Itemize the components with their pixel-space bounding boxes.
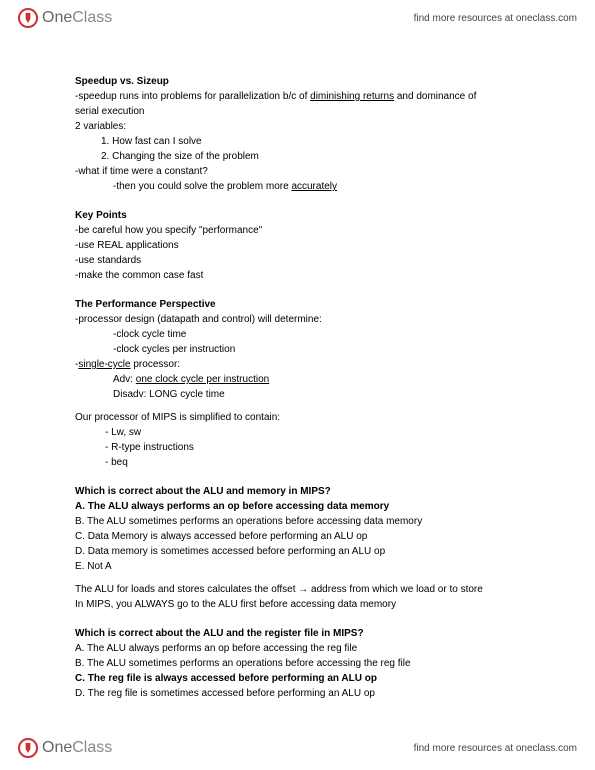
list-item: - R-type instructions [75, 440, 520, 455]
answer-option: D. The reg file is sometimes accessed be… [75, 686, 520, 701]
header-link[interactable]: find more resources at oneclass.com [414, 13, 577, 24]
page-header: OneClass find more resources at oneclass… [0, 0, 595, 38]
answer-option: D. Data memory is sometimes accessed bef… [75, 544, 520, 559]
logo-text: OneClass [42, 739, 112, 757]
answer-option: A. The ALU always performs an op before … [75, 499, 520, 514]
body-text: -use REAL applications [75, 238, 520, 253]
body-text: -what if time were a constant? [75, 164, 520, 179]
logo[interactable]: OneClass [18, 738, 112, 758]
list-item: - Lw, sw [75, 425, 520, 440]
answer-option: E. Not A [75, 559, 520, 574]
question-title: Which is correct about the ALU and the r… [75, 626, 520, 641]
body-text: Our processor of MIPS is simplified to c… [75, 410, 520, 425]
body-text: The ALU for loads and stores calculates … [75, 582, 520, 597]
body-text: In MIPS, you ALWAYS go to the ALU first … [75, 597, 520, 612]
section-title: The Performance Perspective [75, 297, 520, 312]
question-title: Which is correct about the ALU and memor… [75, 484, 520, 499]
page-footer: OneClass find more resources at oneclass… [0, 732, 595, 764]
body-text: -clock cycle time [75, 327, 520, 342]
shield-icon [18, 8, 38, 28]
document-body: Speedup vs. Sizeup -speedup runs into pr… [0, 38, 595, 711]
answer-option: B. The ALU sometimes performs an operati… [75, 656, 520, 671]
body-text: 2 variables: [75, 119, 520, 134]
list-item: - beq [75, 455, 520, 470]
body-text: Adv: one clock cycle per instruction [75, 372, 520, 387]
answer-option: C. Data Memory is always accessed before… [75, 529, 520, 544]
body-text: Disadv: LONG cycle time [75, 387, 520, 402]
logo-text: OneClass [42, 9, 112, 27]
body-text: -speedup runs into problems for parallel… [75, 89, 520, 104]
logo[interactable]: OneClass [18, 8, 112, 28]
answer-option: C. The reg file is always accessed befor… [75, 671, 520, 686]
body-text: -then you could solve the problem more a… [75, 179, 520, 194]
body-text: -processor design (datapath and control)… [75, 312, 520, 327]
footer-link[interactable]: find more resources at oneclass.com [414, 743, 577, 754]
body-text: -be careful how you specify "performance… [75, 223, 520, 238]
body-text: -make the common case fast [75, 268, 520, 283]
answer-option: B. The ALU sometimes performs an operati… [75, 514, 520, 529]
body-text: -use standards [75, 253, 520, 268]
list-item: 1. How fast can I solve [75, 134, 520, 149]
section-title: Key Points [75, 208, 520, 223]
body-text: -single-cycle processor: [75, 357, 520, 372]
shield-icon [18, 738, 38, 758]
body-text: -clock cycles per instruction [75, 342, 520, 357]
list-item: 2. Changing the size of the problem [75, 149, 520, 164]
section-title: Speedup vs. Sizeup [75, 74, 520, 89]
answer-option: A. The ALU always performs an op before … [75, 641, 520, 656]
body-text: serial execution [75, 104, 520, 119]
